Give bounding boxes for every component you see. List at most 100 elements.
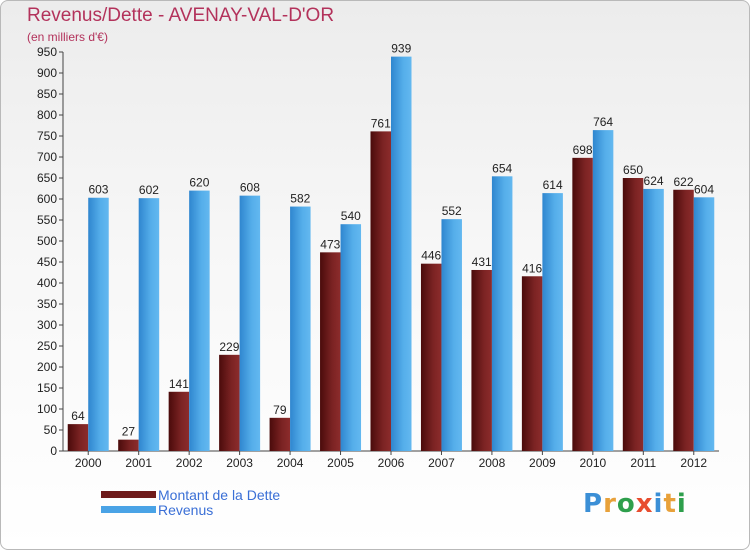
value-label: 654: [492, 161, 512, 175]
y-tick-label: 500: [37, 234, 57, 248]
bar-dette: [269, 417, 291, 451]
bar-dette: [521, 276, 543, 451]
x-tick-label: 2007: [428, 456, 455, 470]
y-tick-label: 550: [37, 213, 57, 227]
y-tick-label: 900: [37, 66, 57, 80]
bar-dette: [168, 391, 190, 451]
x-tick-label: 2010: [579, 456, 606, 470]
bar-revenus: [340, 224, 362, 451]
value-label: 603: [88, 183, 108, 197]
bar-revenus: [441, 219, 462, 451]
bar-revenus: [189, 190, 210, 451]
x-tick-label: 2000: [75, 456, 102, 470]
y-tick-label: 350: [37, 297, 57, 311]
y-tick-label: 150: [37, 381, 57, 395]
proxiti-logo: Proxiti: [583, 489, 687, 519]
bar-dette: [320, 252, 341, 451]
y-tick-label: 800: [37, 108, 57, 122]
chart-title: Revenus/Dette - AVENAY-VAL-D'OR: [27, 5, 335, 26]
bar-dette: [471, 269, 492, 451]
value-label: 764: [593, 115, 613, 129]
bar-revenus: [592, 130, 614, 451]
y-tick-label: 450: [37, 255, 57, 269]
y-tick-label: 300: [37, 318, 57, 332]
bar-dette: [219, 354, 240, 451]
legend-swatch-revenus: [101, 506, 156, 513]
value-label: 552: [442, 204, 462, 218]
x-tick-label: 2001: [125, 456, 152, 470]
y-tick-label: 650: [37, 171, 57, 185]
bar-revenus: [693, 197, 715, 451]
bar-revenus: [138, 198, 160, 451]
bar-dette: [67, 424, 89, 451]
logo-letter: i: [676, 489, 687, 519]
x-tick-label: 2004: [277, 456, 304, 470]
value-label: 698: [573, 143, 593, 157]
value-label: 416: [522, 261, 542, 275]
y-tick-label: 950: [37, 45, 57, 59]
logo-letter: t: [663, 489, 677, 519]
value-label: 614: [543, 178, 563, 192]
value-label: 141: [169, 377, 189, 391]
value-label: 620: [189, 176, 209, 190]
legend: Montant de la Dette Revenus: [101, 486, 281, 518]
value-label: 761: [371, 116, 391, 130]
value-label: 582: [290, 192, 310, 206]
bar-dette: [622, 178, 644, 451]
y-tick-label: 250: [37, 339, 57, 353]
x-tick-label: 2009: [529, 456, 556, 470]
legend-label-revenus: Revenus: [158, 501, 214, 518]
y-tick-label: 0: [50, 444, 57, 458]
value-label: 624: [644, 174, 664, 188]
legend-item-revenus: Revenus: [101, 501, 280, 518]
value-label: 79: [273, 403, 287, 417]
value-label: 939: [391, 42, 411, 56]
x-tick-label: 2012: [680, 456, 707, 470]
y-tick-label: 750: [37, 129, 57, 143]
logo-letter: o: [616, 489, 636, 519]
y-tick-label: 400: [37, 276, 57, 290]
bar-dette: [572, 157, 593, 451]
legend-swatch-dette: [101, 491, 156, 498]
legend-item-dette: Montant de la Dette: [101, 486, 281, 503]
value-label: 608: [240, 181, 260, 195]
bar-revenus: [391, 56, 412, 452]
value-label: 604: [694, 182, 714, 196]
y-tick-label: 50: [44, 423, 58, 437]
x-tick-label: 2008: [479, 456, 506, 470]
bar-revenus: [88, 197, 109, 451]
y-tick-label: 850: [37, 87, 57, 101]
y-tick-label: 200: [37, 360, 57, 374]
chart-subtitle: (en milliers d'€): [27, 30, 108, 44]
value-label: 540: [341, 209, 361, 223]
x-tick-label: 2002: [176, 456, 203, 470]
bar-dette: [370, 131, 391, 451]
value-label: 27: [122, 425, 136, 439]
bar-dette: [673, 189, 694, 451]
value-label: 229: [219, 340, 239, 354]
logo-letter: i: [653, 489, 664, 519]
bar-revenus: [290, 206, 311, 451]
bar-dette: [118, 439, 139, 451]
y-tick-label: 100: [37, 402, 57, 416]
value-label: 446: [421, 249, 441, 263]
legend-label-dette: Montant de la Dette: [158, 486, 281, 503]
x-tick-label: 2003: [226, 456, 253, 470]
value-label: 64: [71, 409, 85, 423]
x-tick-label: 2005: [327, 456, 354, 470]
x-tick-label: 2006: [378, 456, 405, 470]
bar-revenus: [643, 188, 664, 452]
bar-revenus: [239, 195, 261, 451]
value-label: 622: [674, 175, 694, 189]
bar-revenus: [491, 176, 513, 451]
logo-letter: r: [603, 489, 617, 519]
y-tick-label: 700: [37, 150, 57, 164]
value-label: 431: [472, 255, 492, 269]
logo-letter: x: [635, 489, 654, 519]
logo-letter: P: [583, 489, 604, 519]
y-tick-label: 600: [37, 192, 57, 206]
value-label: 602: [139, 183, 159, 197]
value-label: 473: [320, 237, 340, 251]
